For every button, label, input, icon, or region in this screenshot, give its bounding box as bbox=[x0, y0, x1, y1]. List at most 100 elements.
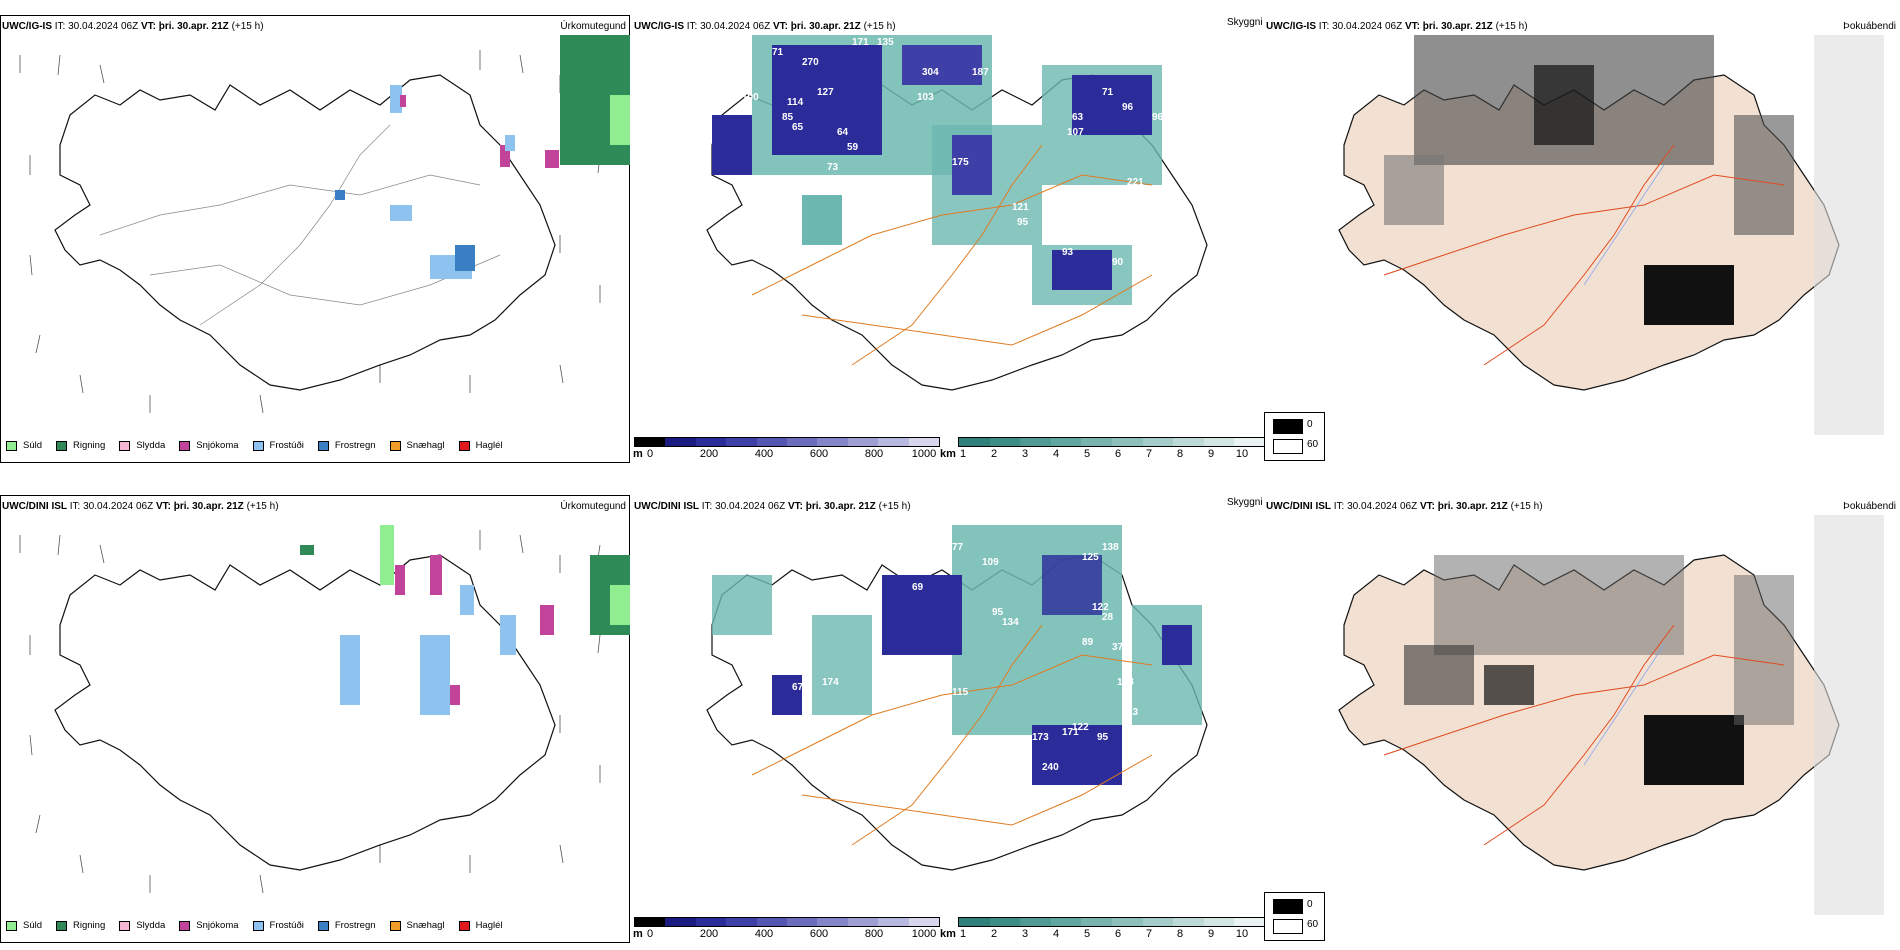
fog-index-panel: UWC/IG-IS IT: 30.04.2024 06Z VT: þri. 30… bbox=[1264, 0, 1900, 470]
field-name: Úrkomutegund bbox=[560, 21, 626, 32]
colorbar-unit: km bbox=[940, 928, 956, 940]
value-label: 178 bbox=[1122, 187, 1139, 198]
cloud-base-colorbar bbox=[634, 917, 940, 927]
value-label: 93 bbox=[1062, 247, 1074, 258]
panel-header: UWC/IG-IS IT: 30.04.2024 06Z VT: þri. 30… bbox=[1266, 21, 1528, 32]
value-label: 171 bbox=[852, 37, 869, 48]
fog-legend: 0 60 bbox=[1264, 412, 1325, 461]
fog-legend-label: 0 bbox=[1307, 899, 1313, 910]
cloud-base-areas bbox=[712, 35, 1162, 305]
iceland-map bbox=[19, 35, 630, 414]
value-label: 127 bbox=[817, 87, 834, 98]
value-label: 109 bbox=[982, 557, 999, 568]
value-label: 270 bbox=[802, 57, 819, 68]
value-label: 240 bbox=[1042, 762, 1059, 773]
legend-item: Frostúði bbox=[252, 920, 304, 931]
panel-header: UWC/DINI ISL IT: 30.04.2024 06Z VT: þri.… bbox=[634, 501, 911, 512]
panel-header: UWC/IG-IS IT: 30.04.2024 06Z VT: þri. 30… bbox=[634, 21, 896, 32]
value-label: 64 bbox=[777, 222, 789, 233]
value-label: 171 bbox=[1062, 727, 1079, 738]
value-label: 96 bbox=[1122, 102, 1134, 113]
value-label: 13 bbox=[1127, 707, 1139, 718]
iceland-coastline bbox=[54, 554, 556, 871]
legend-item: Rigning bbox=[56, 920, 105, 931]
value-label: 178 bbox=[1117, 677, 1134, 688]
fog-swatch bbox=[1273, 419, 1303, 434]
legend-item: Snjókoma bbox=[179, 440, 239, 451]
precip-type-panel: UWC/DINI ISL IT: 30.04.2024 06Z VT: þri.… bbox=[0, 480, 632, 950]
legend-item: Snæhagl bbox=[389, 920, 445, 931]
value-label: 115 bbox=[952, 687, 969, 698]
value-label: 125 bbox=[1082, 552, 1099, 563]
legend-item: Súld bbox=[6, 440, 42, 451]
value-label: 147 bbox=[1122, 557, 1139, 568]
fog-index-panel: UWC/DINI ISL IT: 30.04.2024 06Z VT: þri.… bbox=[1264, 480, 1900, 950]
value-label: 134 bbox=[1002, 617, 1019, 628]
value-label: 114 bbox=[787, 97, 804, 108]
value-label: 64 bbox=[837, 127, 849, 138]
value-label: 90 bbox=[1112, 257, 1124, 268]
iceland-map bbox=[1338, 515, 1884, 915]
iceland-map bbox=[19, 525, 630, 894]
value-label: 71 bbox=[1102, 87, 1114, 98]
row-ig-is: UWC/IG-IS IT: 30.04.2024 06Z VT: þri. 30… bbox=[0, 0, 1900, 470]
fog-legend-label: 0 bbox=[1307, 419, 1313, 430]
value-label: 28 bbox=[1102, 612, 1114, 623]
fog-legend-label: 60 bbox=[1307, 439, 1319, 450]
field-name: Þokuábendi bbox=[1843, 21, 1896, 32]
fog-legend-label: 60 bbox=[1307, 919, 1319, 930]
roads bbox=[1383, 624, 1785, 846]
iceland-map bbox=[1338, 35, 1884, 435]
value-label: 107 bbox=[1067, 127, 1084, 138]
value-label: 135 bbox=[877, 37, 894, 48]
value-label: 37 bbox=[1112, 642, 1124, 653]
value-label: 103 bbox=[917, 92, 934, 103]
cloud-base-panel: UWC/IG-IS IT: 30.04.2024 06Z VT: þri. 30… bbox=[632, 0, 1264, 470]
value-label: 67 bbox=[792, 682, 804, 693]
legend-item: Haglél bbox=[458, 440, 503, 451]
fog-swatch bbox=[1273, 439, 1303, 454]
visibility-label: Skyggni bbox=[1227, 497, 1263, 508]
fog-shading bbox=[1404, 515, 1884, 915]
panel-frame bbox=[0, 495, 630, 943]
panel-header: UWC/IG-IS IT: 30.04.2024 06Z VT: þri. 30… bbox=[2, 21, 264, 32]
colorbar-unit: km bbox=[940, 448, 956, 460]
value-label: 65 bbox=[792, 122, 804, 133]
value-label: 73 bbox=[827, 162, 839, 173]
field-name: Úrkomutegund bbox=[560, 501, 626, 512]
legend-item: Slydda bbox=[119, 920, 165, 931]
legend-item: Frostregn bbox=[317, 440, 376, 451]
panel-header: UWC/DINI ISL IT: 30.04.2024 06Z VT: þri.… bbox=[1266, 501, 1543, 512]
value-label: 122 bbox=[1092, 602, 1109, 613]
visibility-colorbar bbox=[958, 437, 1266, 447]
cloud-base-panel: UWC/DINI ISL IT: 30.04.2024 06Z VT: þri.… bbox=[632, 480, 1264, 950]
visibility-label: Skyggni bbox=[1227, 17, 1263, 28]
fog-legend: 0 60 bbox=[1264, 892, 1325, 941]
value-label: 89 bbox=[1082, 637, 1094, 648]
value-label: 122 bbox=[1072, 722, 1089, 733]
value-label: 96 bbox=[1152, 112, 1164, 123]
roads bbox=[751, 624, 1153, 846]
rivers bbox=[1583, 644, 1665, 766]
precip-areas bbox=[300, 525, 630, 715]
rivers bbox=[1583, 164, 1665, 286]
legend-item: Slydda bbox=[119, 440, 165, 451]
field-name: Þokuábendi bbox=[1843, 501, 1896, 512]
precip-areas bbox=[335, 35, 630, 279]
value-label: 121 bbox=[1012, 202, 1029, 213]
roads bbox=[1383, 144, 1785, 366]
value-label: 100 bbox=[742, 92, 759, 103]
colorbar-unit: m bbox=[633, 448, 643, 460]
precip-type-panel: UWC/IG-IS IT: 30.04.2024 06Z VT: þri. 30… bbox=[0, 0, 632, 470]
value-label: 95 bbox=[1097, 732, 1109, 743]
value-label: 175 bbox=[952, 157, 969, 168]
row-dini-isl: UWC/DINI ISL IT: 30.04.2024 06Z VT: þri.… bbox=[0, 480, 1900, 950]
value-label: 69 bbox=[912, 582, 924, 593]
value-label: 86 bbox=[772, 177, 784, 188]
value-label: 187 bbox=[972, 67, 989, 78]
precip-type-legend: Súld Rigning Slydda Snjókoma Frostúði Fr… bbox=[6, 440, 503, 451]
legend-item: Rigning bbox=[56, 440, 105, 451]
